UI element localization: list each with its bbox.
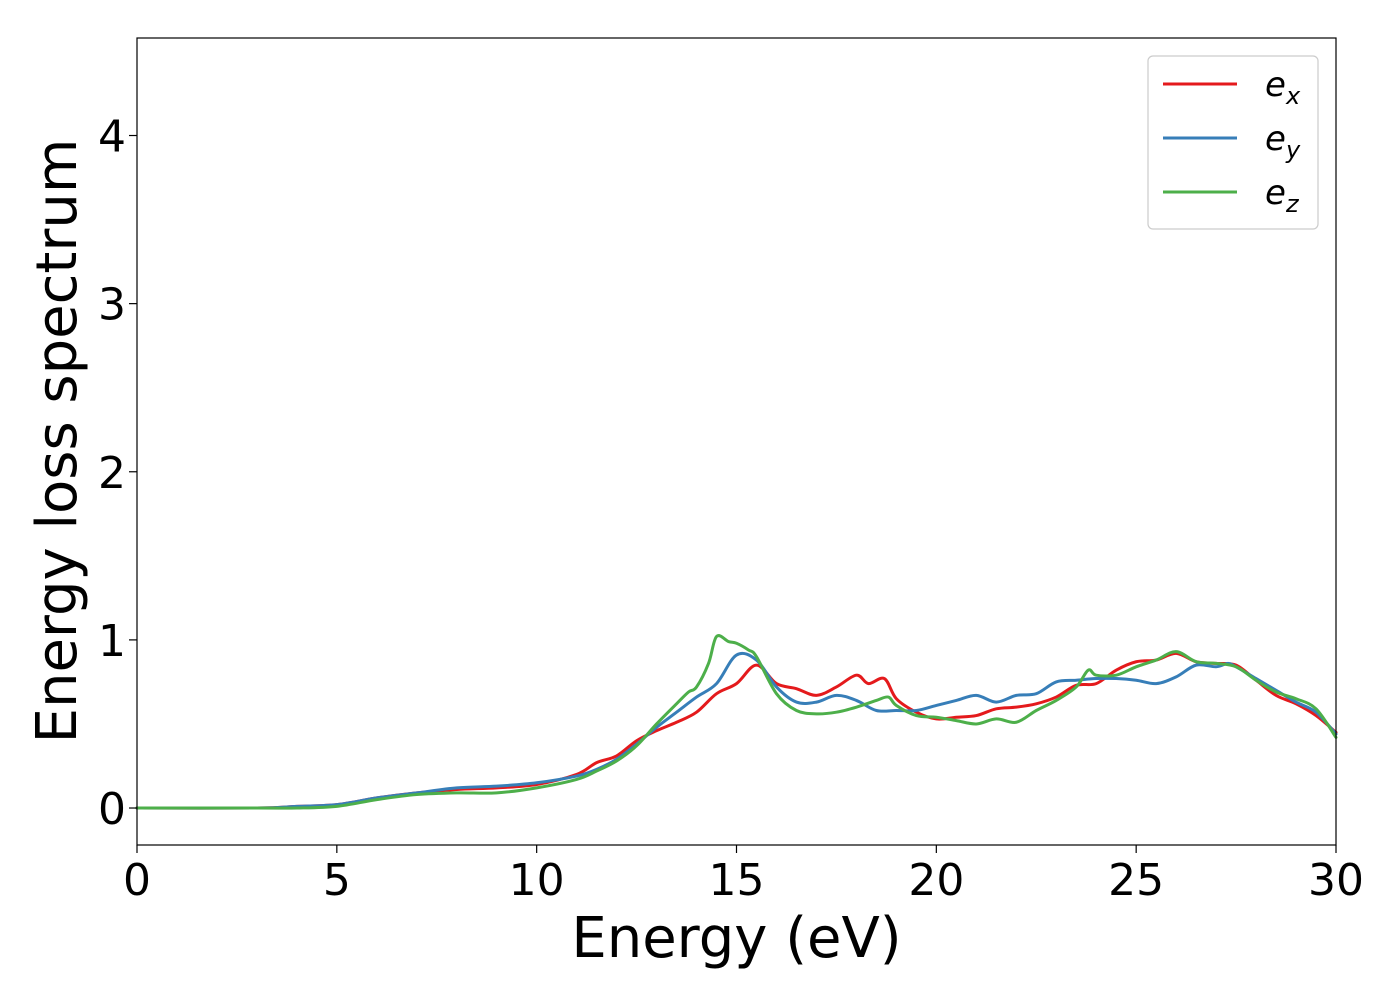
series-line-x [135, 651, 1338, 810]
legend-items: e xe ye z [1163, 65, 1301, 218]
x-tick-label: 0 [123, 855, 151, 906]
x-tick-label: 5 [323, 855, 351, 906]
x-tick-label: 30 [1308, 855, 1364, 906]
legend-subscript-z: z [1285, 190, 1300, 218]
legend-label-x: e [1265, 65, 1286, 105]
x-tick-label: 10 [509, 855, 565, 906]
x-tick-label: 25 [1108, 855, 1164, 906]
legend-frame [1147, 55, 1319, 230]
legend-subscript-x: x [1285, 82, 1301, 110]
legend-label-y: e [1265, 119, 1286, 159]
series-line-y [135, 651, 1338, 810]
legend-subscript-y: y [1285, 136, 1301, 164]
legend: e xe ye z [1147, 55, 1319, 230]
series-line-z [135, 634, 1338, 810]
x-axis-label: Energy (eV) [571, 906, 901, 971]
x-axis-ticks: 0 5 10 15 20 25 30 [123, 845, 1364, 906]
y-axis-label: Energy loss spectrum [25, 139, 90, 744]
y-tick-label: 1 [98, 616, 126, 667]
x-tick-label: 20 [908, 855, 964, 906]
y-tick-label: 3 [98, 280, 126, 331]
legend-label-z: e [1265, 173, 1286, 213]
y-tick-label: 2 [98, 448, 126, 499]
y-tick-label: 0 [98, 784, 126, 835]
y-tick-label: 4 [98, 112, 126, 163]
x-tick-label: 15 [709, 855, 765, 906]
series-layer [135, 634, 1338, 810]
y-axis-ticks: 0 1 2 3 4 [98, 112, 137, 835]
